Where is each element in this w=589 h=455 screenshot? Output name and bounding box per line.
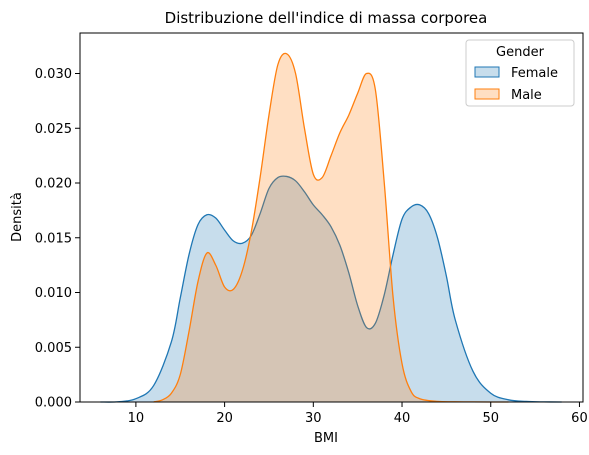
legend-swatch-male: [474, 88, 500, 100]
y-tick-label: 0.030: [35, 67, 72, 82]
x-tick-label: 50: [482, 411, 499, 426]
y-axis: 0.000 0.005 0.010 0.015 0.020 0.025 0.030: [35, 67, 80, 411]
x-tick-label: 20: [216, 411, 233, 426]
chart-title: Distribuzione dell'indice di massa corpo…: [165, 9, 488, 27]
density-area-female: [100, 176, 562, 403]
legend: Gender Female Male: [465, 39, 575, 107]
density-line-male: [153, 52, 509, 403]
y-tick-label: 0.010: [35, 286, 72, 301]
x-tick-label: 10: [128, 411, 145, 426]
y-tick-label: 0.025: [35, 122, 72, 137]
x-tick-label: 60: [571, 411, 588, 426]
x-tick-label: 40: [394, 411, 411, 426]
y-axis-label: Densità: [10, 192, 25, 242]
legend-label-male: Male: [511, 88, 542, 103]
y-tick-label: 0.000: [35, 396, 72, 411]
legend-label-female: Female: [511, 66, 558, 81]
legend-title: Gender: [496, 45, 545, 60]
y-tick-label: 0.005: [35, 341, 72, 356]
x-axis-label: BMI: [314, 431, 338, 446]
y-tick-label: 0.015: [35, 231, 72, 246]
plot-frame: [79, 32, 584, 403]
legend-swatch-female: [474, 66, 500, 78]
y-tick-label: 0.020: [35, 177, 72, 192]
series-layer: [100, 52, 562, 403]
density-line-female: [100, 175, 562, 403]
x-tick-label: 30: [305, 411, 322, 426]
x-axis: 10 20 30 40 50 60: [128, 402, 588, 426]
density-area-male: [153, 53, 509, 403]
